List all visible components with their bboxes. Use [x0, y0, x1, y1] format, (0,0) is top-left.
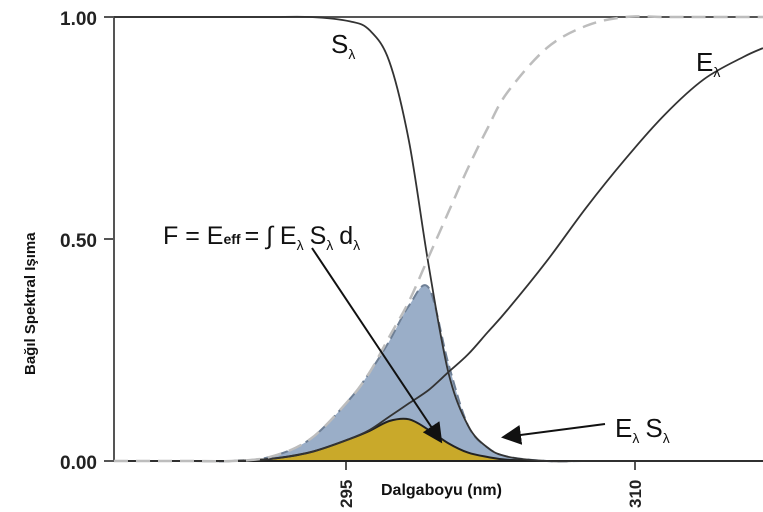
es-arrow: [501, 423, 606, 445]
x-tick-label: 310: [626, 480, 645, 508]
y-tick-label: 0.50: [60, 231, 97, 252]
series-s-lambda-line: [114, 15, 763, 463]
formula-s: S: [310, 222, 327, 250]
y-axis-label: Bağıl Spektral Işıma: [22, 232, 39, 375]
s-lambda-letter: S: [331, 29, 348, 59]
formula-integral: = ∫ E: [245, 222, 297, 250]
es-label: Eλ Sλ: [615, 413, 670, 446]
formula-d: d: [339, 222, 353, 250]
es-label-e-sub: λ: [632, 430, 639, 446]
formula-start: F = E: [163, 222, 223, 250]
series-dashed-line: [114, 15, 763, 463]
es-label-s: S: [645, 413, 662, 443]
formula-sub-1: λ: [297, 237, 304, 253]
es-label-s-sub: λ: [663, 430, 670, 446]
formula-sub-2: λ: [326, 237, 333, 253]
y-tick-label: 0.00: [60, 453, 97, 474]
formula-eff: eff: [223, 231, 240, 247]
formula-arrow: [311, 247, 443, 444]
formula: F = Eeff = ∫ Eλ Sλ dλ: [163, 222, 360, 253]
x-axis-label: Dalgaboyu (nm): [381, 482, 502, 499]
s-lambda-sub: λ: [348, 46, 355, 62]
s-lambda-label: Sλ: [331, 29, 355, 62]
y-tick-label: 1.00: [60, 9, 97, 30]
formula-sub-3: λ: [353, 237, 360, 253]
e-lambda-sub: λ: [713, 64, 720, 80]
x-tick-label: 295: [337, 480, 356, 508]
e-lambda-letter: E: [696, 47, 713, 77]
es-label-e: E: [615, 413, 632, 443]
e-lambda-label: Eλ: [696, 47, 720, 80]
series-lines: [114, 15, 763, 463]
